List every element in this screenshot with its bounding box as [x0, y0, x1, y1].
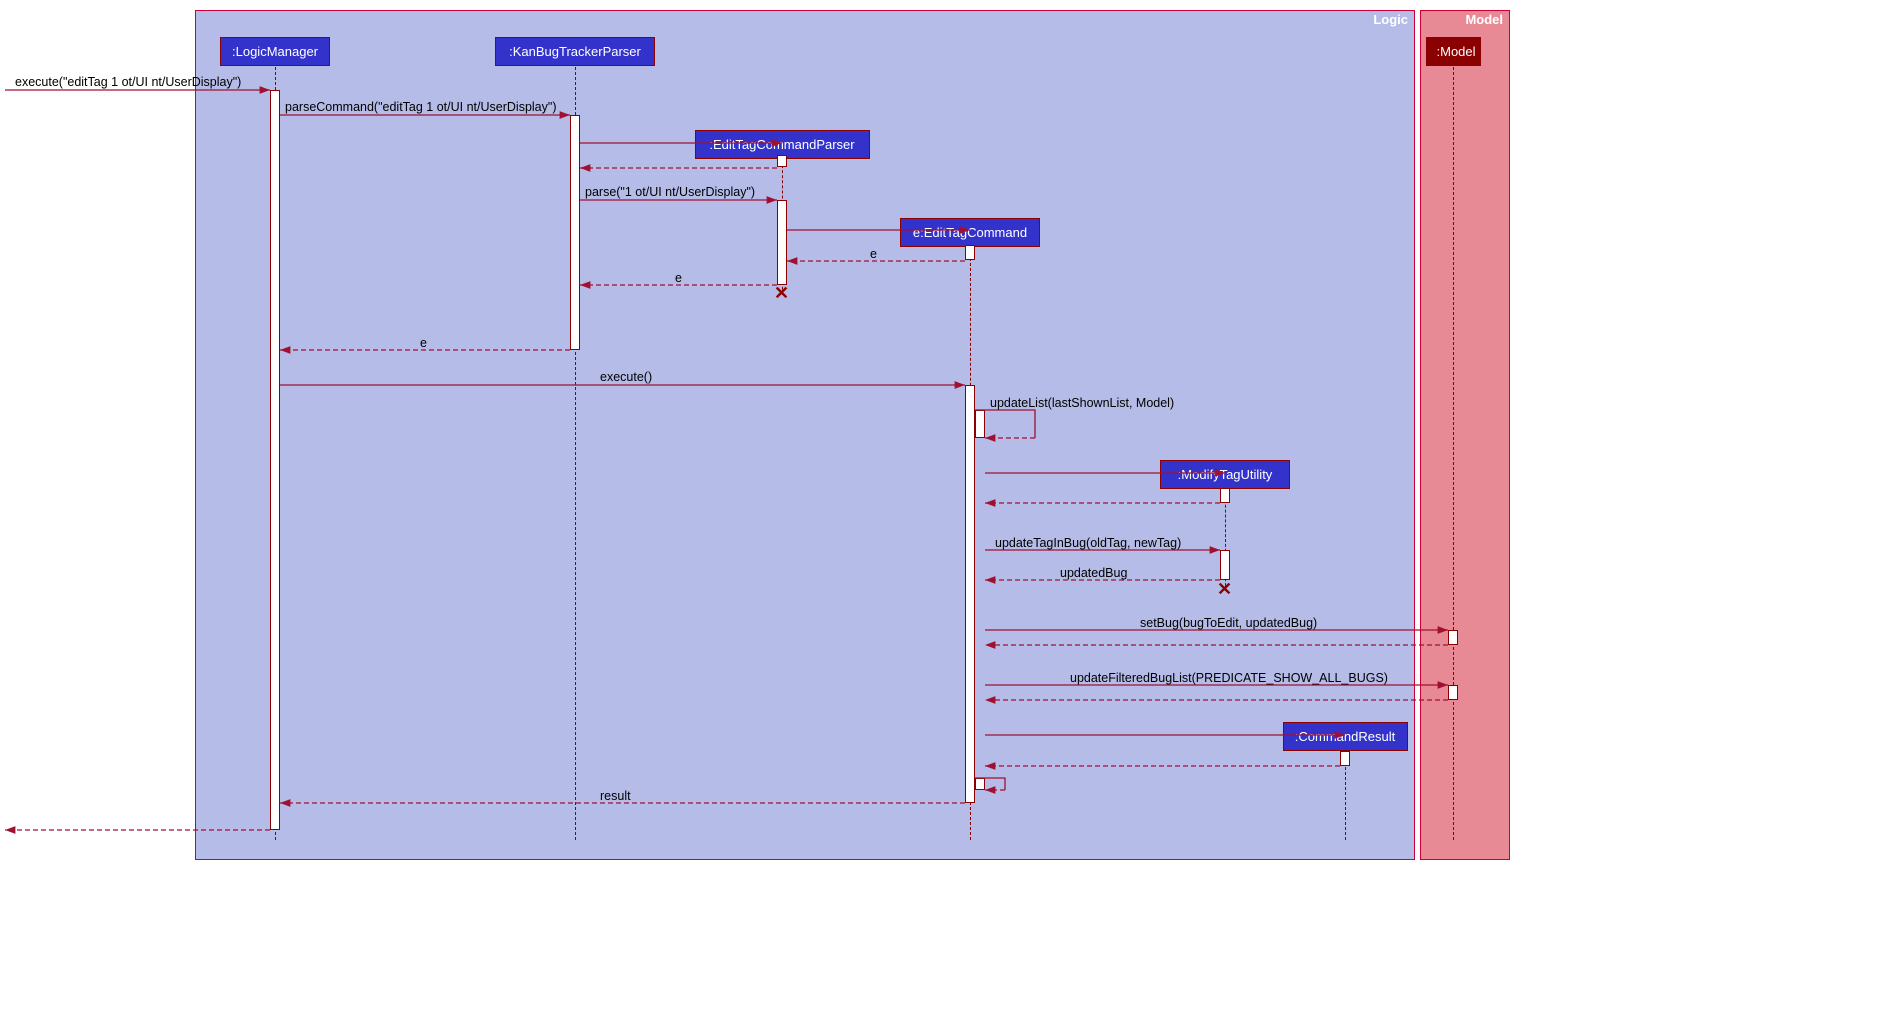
message-label: updateList(lastShownList, Model) — [990, 396, 1174, 410]
activation — [1448, 630, 1458, 645]
message-label: updatedBug — [1060, 566, 1127, 580]
destroy-icon: ✕ — [774, 283, 789, 304]
participant-etc: e:EditTagCommand — [900, 218, 1040, 247]
activation — [975, 778, 985, 790]
message-label: parse("1 ot/UI nt/UserDisplay") — [585, 185, 755, 199]
activation — [965, 245, 975, 260]
message-label: setBug(bugToEdit, updatedBug) — [1140, 616, 1317, 630]
message-label: result — [600, 789, 631, 803]
message-label: e — [420, 336, 427, 350]
frame-model: Model — [1420, 10, 1510, 860]
activation — [270, 90, 280, 830]
activation — [570, 115, 580, 350]
activation — [965, 385, 975, 803]
activation — [975, 410, 985, 438]
message-label: updateTagInBug(oldTag, newTag) — [995, 536, 1181, 550]
message-label: execute() — [600, 370, 652, 384]
activation — [1448, 685, 1458, 700]
participant-mtu: :ModifyTagUtility — [1160, 460, 1290, 489]
message-label: e — [675, 271, 682, 285]
sequence-diagram: Logic Model :LogicManager :KanBugTrackerPar… — [5, 5, 1515, 865]
activation — [1220, 550, 1230, 580]
participant-lm: :LogicManager — [220, 37, 330, 66]
participant-parser: :KanBugTrackerParser — [495, 37, 655, 66]
message-label: execute("editTag 1 ot/UI nt/UserDisplay"… — [15, 75, 241, 89]
frame-label: Logic — [1373, 12, 1408, 27]
participant-model: :Model — [1426, 37, 1481, 66]
activation — [1340, 751, 1350, 766]
lifeline-model — [1453, 67, 1454, 840]
destroy-icon: ✕ — [1217, 579, 1232, 600]
activation — [777, 155, 787, 167]
activation — [1220, 488, 1230, 503]
message-label: updateFilteredBugList(PREDICATE_SHOW_ALL… — [1070, 671, 1388, 685]
frame-label: Model — [1465, 12, 1503, 27]
message-label: e — [870, 247, 877, 261]
activation — [777, 200, 787, 285]
message-label: parseCommand("editTag 1 ot/UI nt/UserDis… — [285, 100, 556, 114]
participant-cr: :CommandResult — [1283, 722, 1408, 751]
